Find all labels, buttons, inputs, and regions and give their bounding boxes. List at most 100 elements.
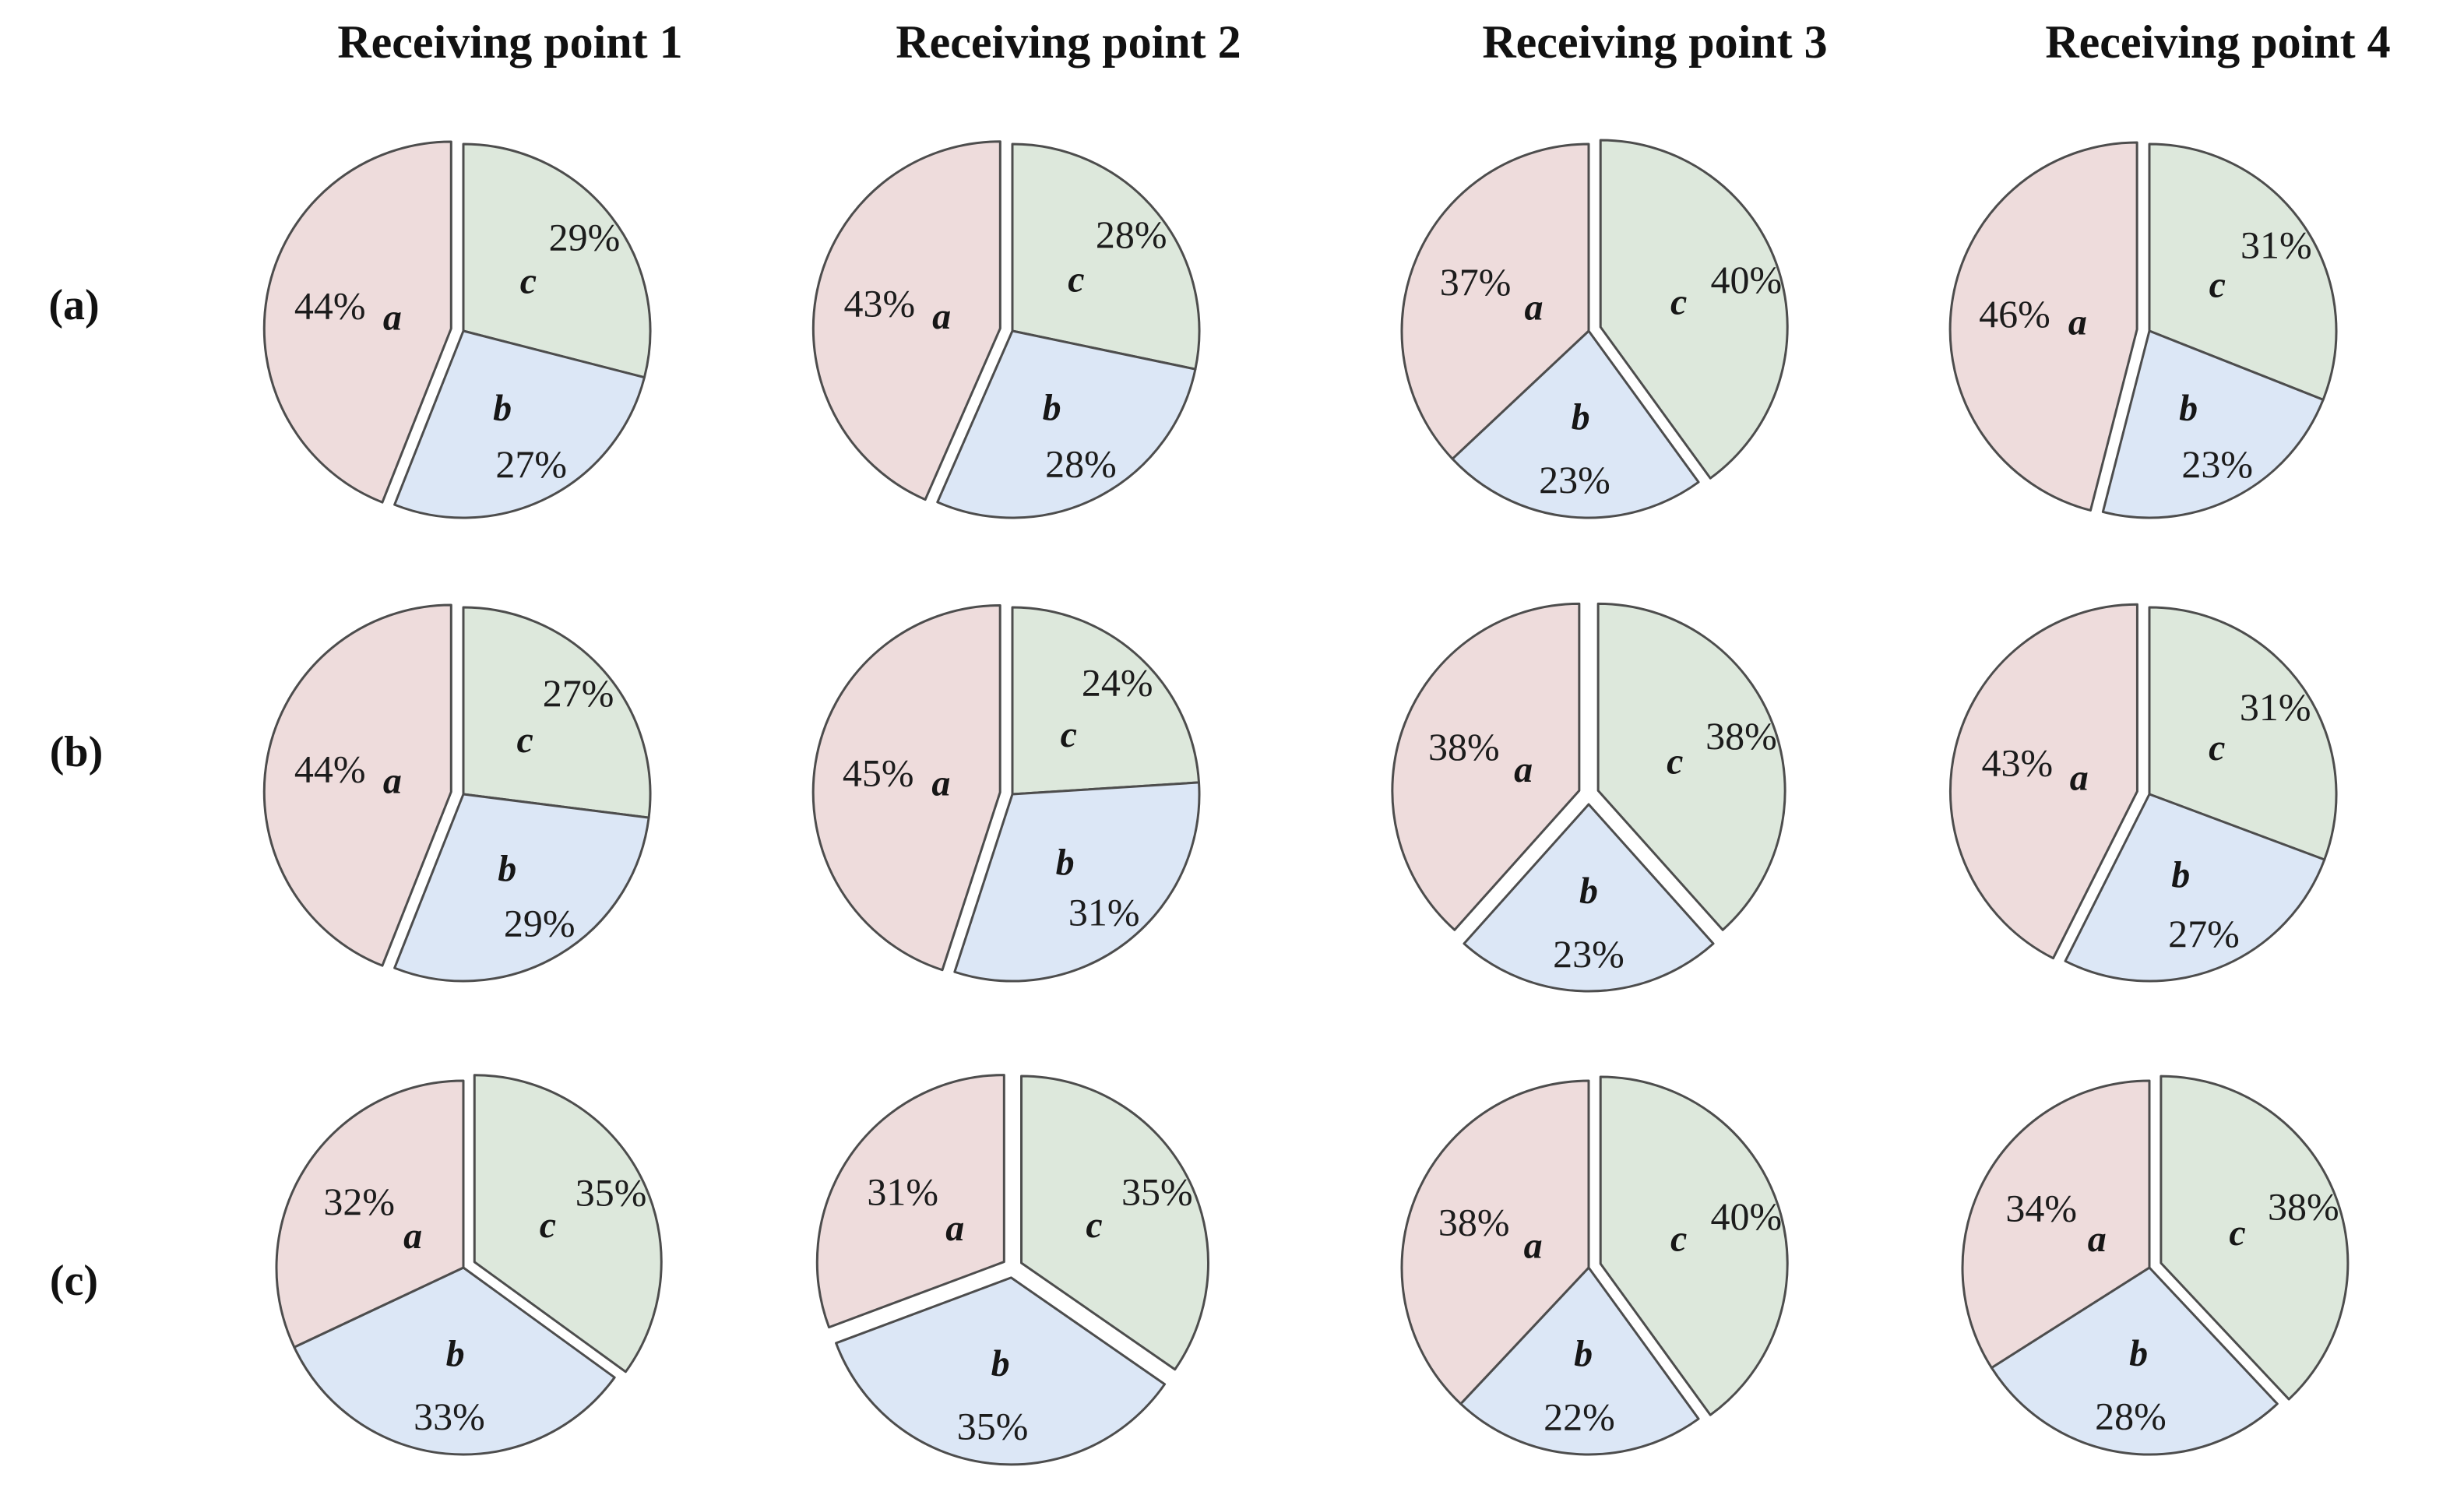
pie-slice-c (2148, 606, 2338, 861)
pie-chart-b-point-3: c 38% b 23% a 38% (1391, 602, 1786, 993)
slice-percentage-b: 28% (1045, 442, 1117, 486)
pie-slice-b (393, 329, 646, 519)
slice-letter-b: b (2171, 854, 2190, 895)
pie-slice-b (2101, 329, 2325, 519)
slice-letter-a: a (932, 296, 951, 337)
column-header-3: Receiving point 3 (1482, 16, 1828, 68)
slice-letter-b: b (498, 848, 516, 889)
slice-letter-b: b (1056, 842, 1075, 883)
row-label-b: (b) (49, 728, 104, 776)
pie-slice-c (1599, 1075, 1789, 1416)
slice-letter-b: b (991, 1342, 1010, 1384)
slice-letter-b: b (2129, 1333, 2148, 1374)
pie-slice-a (1391, 602, 1581, 931)
slice-percentage-b: 23% (1553, 932, 1624, 976)
slice-percentage-c: 35% (1121, 1170, 1193, 1214)
pie-slice-c (462, 606, 652, 819)
slice-letter-c: c (2229, 1212, 2245, 1254)
slice-percentage-c: 27% (543, 671, 614, 715)
pie-slice-a (1400, 1079, 1590, 1405)
pie-slice-c (473, 1074, 663, 1374)
slice-percentage-a: 45% (843, 751, 914, 795)
slice-percentage-b: 29% (504, 901, 576, 944)
slice-letter-b: b (2179, 387, 2198, 428)
slice-percentage-b: 35% (957, 1404, 1029, 1447)
slice-percentage-c: 38% (1705, 714, 1777, 758)
slice-percentage-a: 37% (1440, 260, 1512, 304)
slice-letter-c: c (540, 1205, 556, 1246)
column-header-2: Receiving point 2 (896, 16, 1241, 68)
slice-percentage-c: 31% (2240, 223, 2312, 266)
pie-slice-a (1948, 141, 2138, 512)
pie-slice-b (1459, 1266, 1700, 1456)
slice-letter-c: c (1068, 259, 1084, 300)
pie-slice-b (293, 1266, 616, 1456)
slice-percentage-a: 32% (323, 1180, 395, 1223)
slice-percentage-c: 28% (1096, 213, 1167, 256)
slice-letter-a: a (2088, 1219, 2107, 1260)
slice-letter-a: a (383, 761, 402, 802)
pie-slice-a (1400, 142, 1590, 460)
pie-slice-a (815, 1074, 1005, 1329)
slice-percentage-c: 31% (2240, 685, 2311, 729)
row-label-a: (a) (48, 281, 100, 329)
pie-slice-b (835, 1276, 1167, 1466)
slice-percentage-b: 27% (2168, 912, 2240, 955)
slice-letter-a: a (1524, 1226, 1543, 1267)
slice-letter-b: b (446, 1333, 465, 1374)
pie-chart-a-point-1: c 29% b 27% a 44% (262, 140, 652, 519)
pie-slice-c (1596, 602, 1786, 931)
pie-chart-a-point-3: c 40% b 23% a 37% (1400, 139, 1789, 519)
pie-slice-b (1990, 1266, 2279, 1456)
column-header-1: Receiving point 1 (337, 16, 683, 68)
slice-letter-a: a (403, 1215, 422, 1257)
slice-letter-c: c (1670, 281, 1687, 322)
pie-slice-a (1961, 1079, 2151, 1370)
slice-letter-a: a (383, 297, 402, 339)
slice-letter-a: a (945, 1208, 964, 1249)
slice-letter-a: a (1514, 749, 1533, 790)
pie-chart-b-point-4: c 31% b 27% a 43% (1948, 603, 2338, 983)
pie-slice-a (811, 140, 1001, 501)
slice-percentage-a: 38% (1428, 725, 1500, 769)
slice-percentage-a: 43% (843, 281, 915, 325)
slice-percentage-a: 31% (867, 1170, 938, 1213)
pie-chart-a-point-2: c 28% b 28% a 43% (811, 140, 1201, 519)
slice-letter-a: a (2070, 758, 2089, 799)
pie-slice-a (262, 140, 452, 504)
pie-slice-b (1463, 803, 1715, 993)
slice-percentage-c: 24% (1082, 661, 1153, 705)
pie-slice-c (1011, 142, 1201, 371)
slice-percentage-b: 23% (2181, 442, 2253, 486)
slice-letter-c: c (1667, 741, 1683, 783)
pie-chart-c-point-4: c 38% b 28% a 34% (1961, 1075, 2350, 1456)
slice-percentage-a: 44% (294, 283, 366, 327)
slice-percentage-a: 43% (1981, 741, 2053, 785)
pie-chart-c-point-1: c 35% b 33% a32% (275, 1074, 663, 1456)
slice-percentage-c: 40% (1711, 1194, 1783, 1238)
slice-letter-a: a (2068, 301, 2087, 343)
slice-percentage-c: 38% (2268, 1185, 2339, 1229)
pie-slice-a (275, 1079, 465, 1349)
slice-letter-c: c (1086, 1205, 1102, 1246)
slice-percentage-b: 27% (495, 442, 567, 486)
slice-percentage-c: 40% (1711, 258, 1783, 301)
pie-slice-b (2064, 793, 2326, 983)
pie-chart-b-point-1: c27% b 29% a 44% (262, 603, 652, 983)
pie-slice-b (953, 781, 1201, 983)
pie-slice-a (262, 603, 452, 967)
pie-slice-b (936, 329, 1197, 519)
pie-slice-a (1948, 603, 2138, 960)
slice-letter-b: b (1574, 1333, 1593, 1374)
slice-letter-c: c (520, 260, 537, 301)
slice-letter-a: a (1525, 287, 1544, 328)
pie-chart-b-point-2: c24% b 31% a 45% (811, 603, 1201, 983)
slice-letter-b: b (493, 387, 512, 428)
slice-percentage-b: 33% (414, 1395, 485, 1438)
slice-letter-b: b (1579, 870, 1598, 911)
slice-percentage-a: 38% (1438, 1201, 1510, 1244)
slice-percentage-a: 44% (294, 747, 366, 790)
slice-letter-a: a (931, 762, 950, 804)
slice-letter-c: c (1061, 714, 1077, 755)
